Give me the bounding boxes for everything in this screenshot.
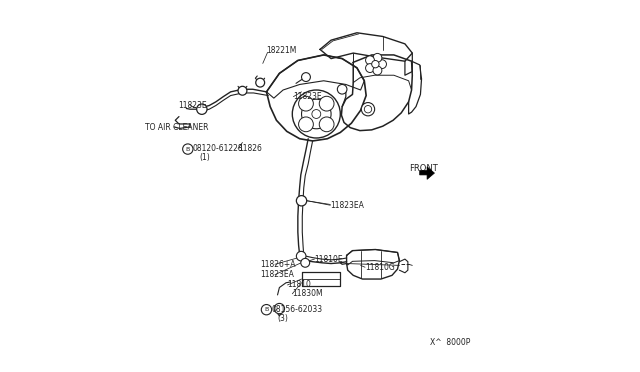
Text: (1): (1) bbox=[199, 153, 210, 162]
Text: 11830M: 11830M bbox=[292, 289, 323, 298]
Circle shape bbox=[261, 305, 271, 315]
Circle shape bbox=[274, 304, 285, 314]
Circle shape bbox=[373, 54, 382, 62]
Text: TO AIR CLEANER: TO AIR CLEANER bbox=[145, 123, 208, 132]
Circle shape bbox=[299, 96, 314, 111]
Circle shape bbox=[296, 196, 307, 206]
Circle shape bbox=[196, 104, 207, 114]
Circle shape bbox=[292, 90, 340, 138]
Circle shape bbox=[296, 251, 306, 261]
Circle shape bbox=[364, 106, 372, 113]
Text: 11810: 11810 bbox=[287, 280, 312, 289]
Text: 11823E: 11823E bbox=[178, 101, 207, 110]
Circle shape bbox=[238, 86, 247, 95]
Text: 11826: 11826 bbox=[238, 144, 262, 153]
Circle shape bbox=[301, 73, 310, 81]
Text: B: B bbox=[264, 307, 269, 312]
Circle shape bbox=[319, 117, 334, 132]
Circle shape bbox=[256, 78, 264, 87]
Text: 11823EA: 11823EA bbox=[260, 270, 294, 279]
Text: 11810E: 11810E bbox=[314, 254, 343, 264]
Circle shape bbox=[365, 56, 374, 65]
Text: 11823E: 11823E bbox=[293, 92, 322, 101]
Text: 18221M: 18221M bbox=[266, 46, 297, 55]
Circle shape bbox=[378, 60, 387, 68]
Circle shape bbox=[301, 259, 310, 267]
Circle shape bbox=[362, 103, 374, 116]
Circle shape bbox=[312, 110, 321, 118]
Text: 11810G: 11810G bbox=[365, 263, 395, 272]
Text: 11826+A: 11826+A bbox=[260, 260, 296, 269]
Text: B: B bbox=[186, 147, 190, 151]
Circle shape bbox=[337, 84, 347, 94]
Text: 08156-62033: 08156-62033 bbox=[271, 305, 323, 314]
Circle shape bbox=[365, 64, 374, 73]
Polygon shape bbox=[420, 167, 435, 179]
Text: (3): (3) bbox=[278, 314, 289, 323]
Circle shape bbox=[301, 99, 331, 129]
Text: X^  8000P: X^ 8000P bbox=[430, 339, 470, 347]
Circle shape bbox=[373, 66, 382, 75]
Circle shape bbox=[299, 117, 314, 132]
Text: 11823EA: 11823EA bbox=[330, 201, 364, 210]
Circle shape bbox=[372, 61, 379, 68]
Circle shape bbox=[182, 144, 193, 154]
Text: FRONT: FRONT bbox=[410, 164, 438, 173]
Text: 08120-61228: 08120-61228 bbox=[192, 144, 243, 153]
Circle shape bbox=[319, 96, 334, 111]
